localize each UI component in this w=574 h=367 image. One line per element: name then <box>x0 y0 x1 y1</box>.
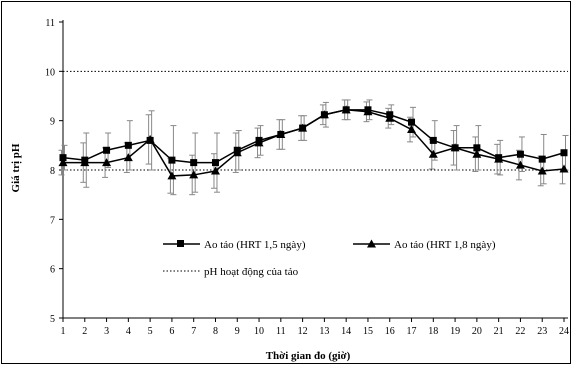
point-hrt18-22 <box>515 160 525 169</box>
x-tick-label-22: 22 <box>515 326 525 337</box>
x-axis-label: Thời gian đo (giờ) <box>266 350 351 362</box>
point-hrt15-8 <box>211 159 219 167</box>
point-hrt15-1 <box>59 154 67 162</box>
point-hrt18-21 <box>494 154 504 163</box>
point-hrt18-1 <box>58 158 68 167</box>
legend: Ao tảo (HRT 1,5 ngày) Ao tảo (HRT 1,8 ng… <box>163 239 496 278</box>
point-hrt15-20 <box>473 144 481 152</box>
x-tick-label-17: 17 <box>407 326 417 337</box>
point-hrt18-24 <box>559 164 569 173</box>
point-hrt18-12 <box>298 123 308 132</box>
point-hrt18-8 <box>210 166 220 175</box>
x-tick-label-2: 2 <box>82 326 87 337</box>
series-lines <box>62 109 565 177</box>
point-hrt15-24 <box>560 149 568 157</box>
point-hrt18-6 <box>167 171 177 180</box>
x-tick-label-5: 5 <box>148 326 153 337</box>
point-hrt18-16 <box>385 113 395 122</box>
x-tick-label-19: 19 <box>450 326 460 337</box>
point-hrt18-9 <box>232 148 242 157</box>
point-hrt15-18 <box>429 136 437 144</box>
x-tick-label-6: 6 <box>169 326 174 337</box>
point-hrt15-22 <box>516 150 524 158</box>
point-hrt18-7 <box>189 170 199 179</box>
point-hrt15-23 <box>538 155 546 163</box>
markers <box>58 105 569 180</box>
legend-square-marker <box>177 240 184 247</box>
x-tick-label-7: 7 <box>191 326 196 337</box>
point-hrt18-4 <box>123 153 133 162</box>
x-tick-label-8: 8 <box>213 326 218 337</box>
point-hrt18-3 <box>102 158 112 167</box>
point-hrt18-14 <box>341 105 351 114</box>
x-tick-label-21: 21 <box>494 326 504 337</box>
legend-triangle-marker <box>367 239 376 248</box>
point-hrt15-6 <box>168 156 176 164</box>
point-hrt18-11 <box>276 129 286 138</box>
point-hrt18-2 <box>80 158 90 167</box>
x-tick-label-1: 1 <box>61 326 66 337</box>
x-tick-label-15: 15 <box>363 326 373 337</box>
point-hrt15-7 <box>190 159 198 167</box>
x-tick-label-3: 3 <box>104 326 109 337</box>
y-tick-label-9: 9 <box>50 117 55 128</box>
y-tick-label-6: 6 <box>50 265 55 276</box>
y-tick-label-5: 5 <box>50 314 55 325</box>
point-hrt15-4 <box>124 141 132 149</box>
point-hrt18-10 <box>254 138 264 147</box>
point-hrt18-20 <box>472 149 482 158</box>
x-tick-label-24: 24 <box>559 326 569 337</box>
point-hrt18-15 <box>363 107 373 116</box>
x-tick-label-18: 18 <box>428 326 438 337</box>
y-axis-label: Giá trị pH <box>10 143 22 192</box>
legend-label-hrt15: Ao tảo (HRT 1,5 ngày) <box>204 239 306 251</box>
x-tick-label-12: 12 <box>298 326 308 337</box>
y-tick-label-10: 10 <box>45 67 55 78</box>
reference-lines <box>63 70 568 171</box>
point-hrt18-19 <box>450 143 460 152</box>
x-tick-label-23: 23 <box>537 326 547 337</box>
x-tick-label-20: 20 <box>472 326 482 337</box>
error-bars <box>58 99 569 196</box>
x-tick-label-4: 4 <box>126 326 131 337</box>
series-line-hrt15 <box>62 109 565 164</box>
y-tick-label-8: 8 <box>50 166 55 177</box>
point-hrt18-13 <box>319 110 329 119</box>
legend-label-hrt18: Ao tảo (HRT 1,8 ngày) <box>394 239 496 251</box>
x-tick-label-10: 10 <box>254 326 264 337</box>
x-tick-label-11: 11 <box>276 326 286 337</box>
x-tick-label-14: 14 <box>341 326 351 337</box>
x-tick-label-13: 13 <box>319 326 329 337</box>
point-hrt15-3 <box>103 146 111 154</box>
x-tick-label-9: 9 <box>235 326 240 337</box>
x-tick-label-16: 16 <box>385 326 395 337</box>
point-hrt15-17 <box>408 118 416 126</box>
y-tick-label-11: 11 <box>45 18 55 29</box>
point-hrt18-5 <box>145 134 155 143</box>
y-tick-label-7: 7 <box>50 215 55 226</box>
point-hrt18-17 <box>407 125 417 134</box>
point-hrt18-23 <box>537 166 547 175</box>
point-hrt18-18 <box>428 149 438 158</box>
legend-label-ph-range: pH hoạt động của tảo <box>204 266 299 278</box>
